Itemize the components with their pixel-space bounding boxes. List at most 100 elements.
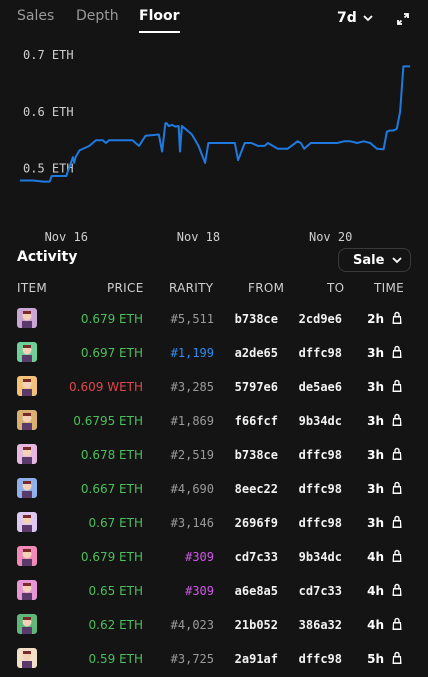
item-thumbnail[interactable] bbox=[17, 308, 37, 328]
item-thumbnail[interactable] bbox=[17, 614, 37, 634]
col-item: ITEM bbox=[17, 281, 48, 295]
to-address[interactable]: dffc98 bbox=[298, 482, 342, 496]
item-thumbnail[interactable] bbox=[17, 410, 37, 430]
to-address[interactable]: 386a32 bbox=[298, 618, 342, 632]
table-row[interactable]: 0.6795 ETH #1,869 f66fcf 9b34dc 3h bbox=[0, 404, 428, 438]
col-to: TO bbox=[327, 281, 345, 295]
to-address[interactable]: dffc98 bbox=[298, 516, 342, 530]
rarity-rank: #3,725 bbox=[170, 652, 214, 666]
table-row[interactable]: 0.62 ETH #4,023 21b052 386a32 4h bbox=[0, 608, 428, 642]
item-thumbnail[interactable] bbox=[17, 376, 37, 396]
col-price: PRICE bbox=[107, 281, 144, 295]
sale-time: 4h bbox=[367, 550, 384, 564]
chevron-down-icon bbox=[392, 253, 403, 268]
sale-filter-select[interactable]: Sale bbox=[338, 248, 411, 272]
item-thumbnail[interactable] bbox=[17, 546, 37, 566]
rarity-rank: #309 bbox=[185, 584, 214, 598]
shopping-bag-icon[interactable] bbox=[391, 583, 403, 597]
sale-price: 0.65 ETH bbox=[88, 584, 143, 598]
to-address[interactable]: dffc98 bbox=[298, 346, 342, 360]
to-address[interactable]: 2cd9e6 bbox=[298, 312, 342, 326]
table-row[interactable]: 0.679 ETH #309 cd7c33 9b34dc 4h bbox=[0, 540, 428, 574]
table-row[interactable]: 0.678 ETH #2,519 b738ce dffc98 3h bbox=[0, 438, 428, 472]
item-thumbnail[interactable] bbox=[17, 648, 37, 668]
x-tick-label: Nov 16 bbox=[45, 230, 88, 244]
sale-price: 0.609 WETH bbox=[69, 380, 143, 394]
to-address[interactable]: dffc98 bbox=[298, 448, 342, 462]
sale-price: 0.667 ETH bbox=[80, 482, 143, 496]
y-tick-label: 0.5 ETH bbox=[23, 162, 74, 176]
sale-time: 3h bbox=[367, 380, 384, 394]
sale-price: 0.679 ETH bbox=[80, 550, 143, 564]
item-thumbnail[interactable] bbox=[17, 342, 37, 362]
shopping-bag-icon[interactable] bbox=[391, 311, 403, 325]
shopping-bag-icon[interactable] bbox=[391, 345, 403, 359]
period-select[interactable]: 7d bbox=[337, 10, 373, 26]
to-address[interactable]: dffc98 bbox=[298, 652, 342, 666]
shopping-bag-icon[interactable] bbox=[391, 549, 403, 563]
chevron-down-icon bbox=[363, 10, 373, 26]
from-address[interactable]: a6e8a5 bbox=[234, 584, 278, 598]
rarity-rank: #309 bbox=[185, 550, 214, 564]
from-address[interactable]: cd7c33 bbox=[234, 550, 278, 564]
table-row[interactable]: 0.697 ETH #1,199 a2de65 dffc98 3h bbox=[0, 336, 428, 370]
expand-icon[interactable] bbox=[396, 11, 410, 25]
x-tick-label: Nov 20 bbox=[309, 230, 352, 244]
sale-time: 4h bbox=[367, 618, 384, 632]
tab-floor[interactable]: Floor bbox=[139, 8, 180, 33]
from-address[interactable]: 8eec22 bbox=[234, 482, 278, 496]
shopping-bag-icon[interactable] bbox=[391, 447, 403, 461]
item-thumbnail[interactable] bbox=[17, 444, 37, 464]
to-address[interactable]: 9b34dc bbox=[298, 550, 342, 564]
tab-bar: Sales Depth Floor 7d bbox=[0, 0, 428, 36]
sale-time: 4h bbox=[367, 584, 384, 598]
sale-price: 0.6795 ETH bbox=[73, 414, 143, 428]
col-rarity: RARITY bbox=[169, 281, 214, 295]
table-row[interactable]: 0.679 ETH #5,511 b738ce 2cd9e6 2h bbox=[0, 302, 428, 336]
sale-time: 3h bbox=[367, 516, 384, 530]
item-thumbnail[interactable] bbox=[17, 478, 37, 498]
shopping-bag-icon[interactable] bbox=[391, 481, 403, 495]
rarity-rank: #4,023 bbox=[170, 618, 214, 632]
item-thumbnail[interactable] bbox=[17, 580, 37, 600]
rarity-rank: #3,146 bbox=[170, 516, 214, 530]
from-address[interactable]: 21b052 bbox=[234, 618, 278, 632]
shopping-bag-icon[interactable] bbox=[391, 651, 403, 665]
to-address[interactable]: 9b34dc bbox=[298, 414, 342, 428]
tab-depth[interactable]: Depth bbox=[76, 8, 119, 24]
sale-time: 5h bbox=[367, 652, 384, 666]
table-row[interactable]: 0.67 ETH #3,146 2696f9 dffc98 3h bbox=[0, 506, 428, 540]
from-address[interactable]: 2a91af bbox=[234, 652, 278, 666]
table-row[interactable]: 0.667 ETH #4,690 8eec22 dffc98 3h bbox=[0, 472, 428, 506]
from-address[interactable]: b738ce bbox=[234, 312, 278, 326]
from-address[interactable]: b738ce bbox=[234, 448, 278, 462]
rarity-rank: #4,690 bbox=[170, 482, 214, 496]
shopping-bag-icon[interactable] bbox=[391, 617, 403, 631]
col-time: TIME bbox=[374, 281, 405, 295]
shopping-bag-icon[interactable] bbox=[391, 413, 403, 427]
to-address[interactable]: de5ae6 bbox=[298, 380, 342, 394]
shopping-bag-icon[interactable] bbox=[391, 379, 403, 393]
to-address[interactable]: cd7c33 bbox=[298, 584, 342, 598]
from-address[interactable]: 5797e6 bbox=[234, 380, 278, 394]
x-tick-label: Nov 18 bbox=[177, 230, 220, 244]
table-row[interactable]: 0.65 ETH #309 a6e8a5 cd7c33 4h bbox=[0, 574, 428, 608]
y-tick-label: 0.6 ETH bbox=[23, 105, 74, 119]
floor-price-line bbox=[20, 65, 410, 183]
sale-time: 3h bbox=[367, 414, 384, 428]
chart-svg: 0.7 ETH 0.6 ETH 0.5 ETH Nov 16 Nov 18 Nov 20 bbox=[20, 48, 410, 244]
rarity-rank: #1,869 bbox=[170, 414, 214, 428]
activity-title: Activity bbox=[17, 249, 78, 265]
from-address[interactable]: 2696f9 bbox=[234, 516, 278, 530]
floor-price-chart: 0.7 ETH 0.6 ETH 0.5 ETH Nov 16 Nov 18 Nov 20 bbox=[0, 36, 428, 250]
table-row[interactable]: 0.59 ETH #3,725 2a91af dffc98 5h bbox=[0, 642, 428, 676]
rarity-rank: #3,285 bbox=[170, 380, 214, 394]
item-thumbnail[interactable] bbox=[17, 512, 37, 532]
from-address[interactable]: f66fcf bbox=[234, 414, 278, 428]
sale-time: 3h bbox=[367, 482, 384, 496]
tab-sales[interactable]: Sales bbox=[17, 8, 55, 24]
shopping-bag-icon[interactable] bbox=[391, 515, 403, 529]
table-row[interactable]: 0.609 WETH #3,285 5797e6 de5ae6 3h bbox=[0, 370, 428, 404]
from-address[interactable]: a2de65 bbox=[234, 346, 278, 360]
sale-filter-label: Sale bbox=[353, 252, 385, 268]
